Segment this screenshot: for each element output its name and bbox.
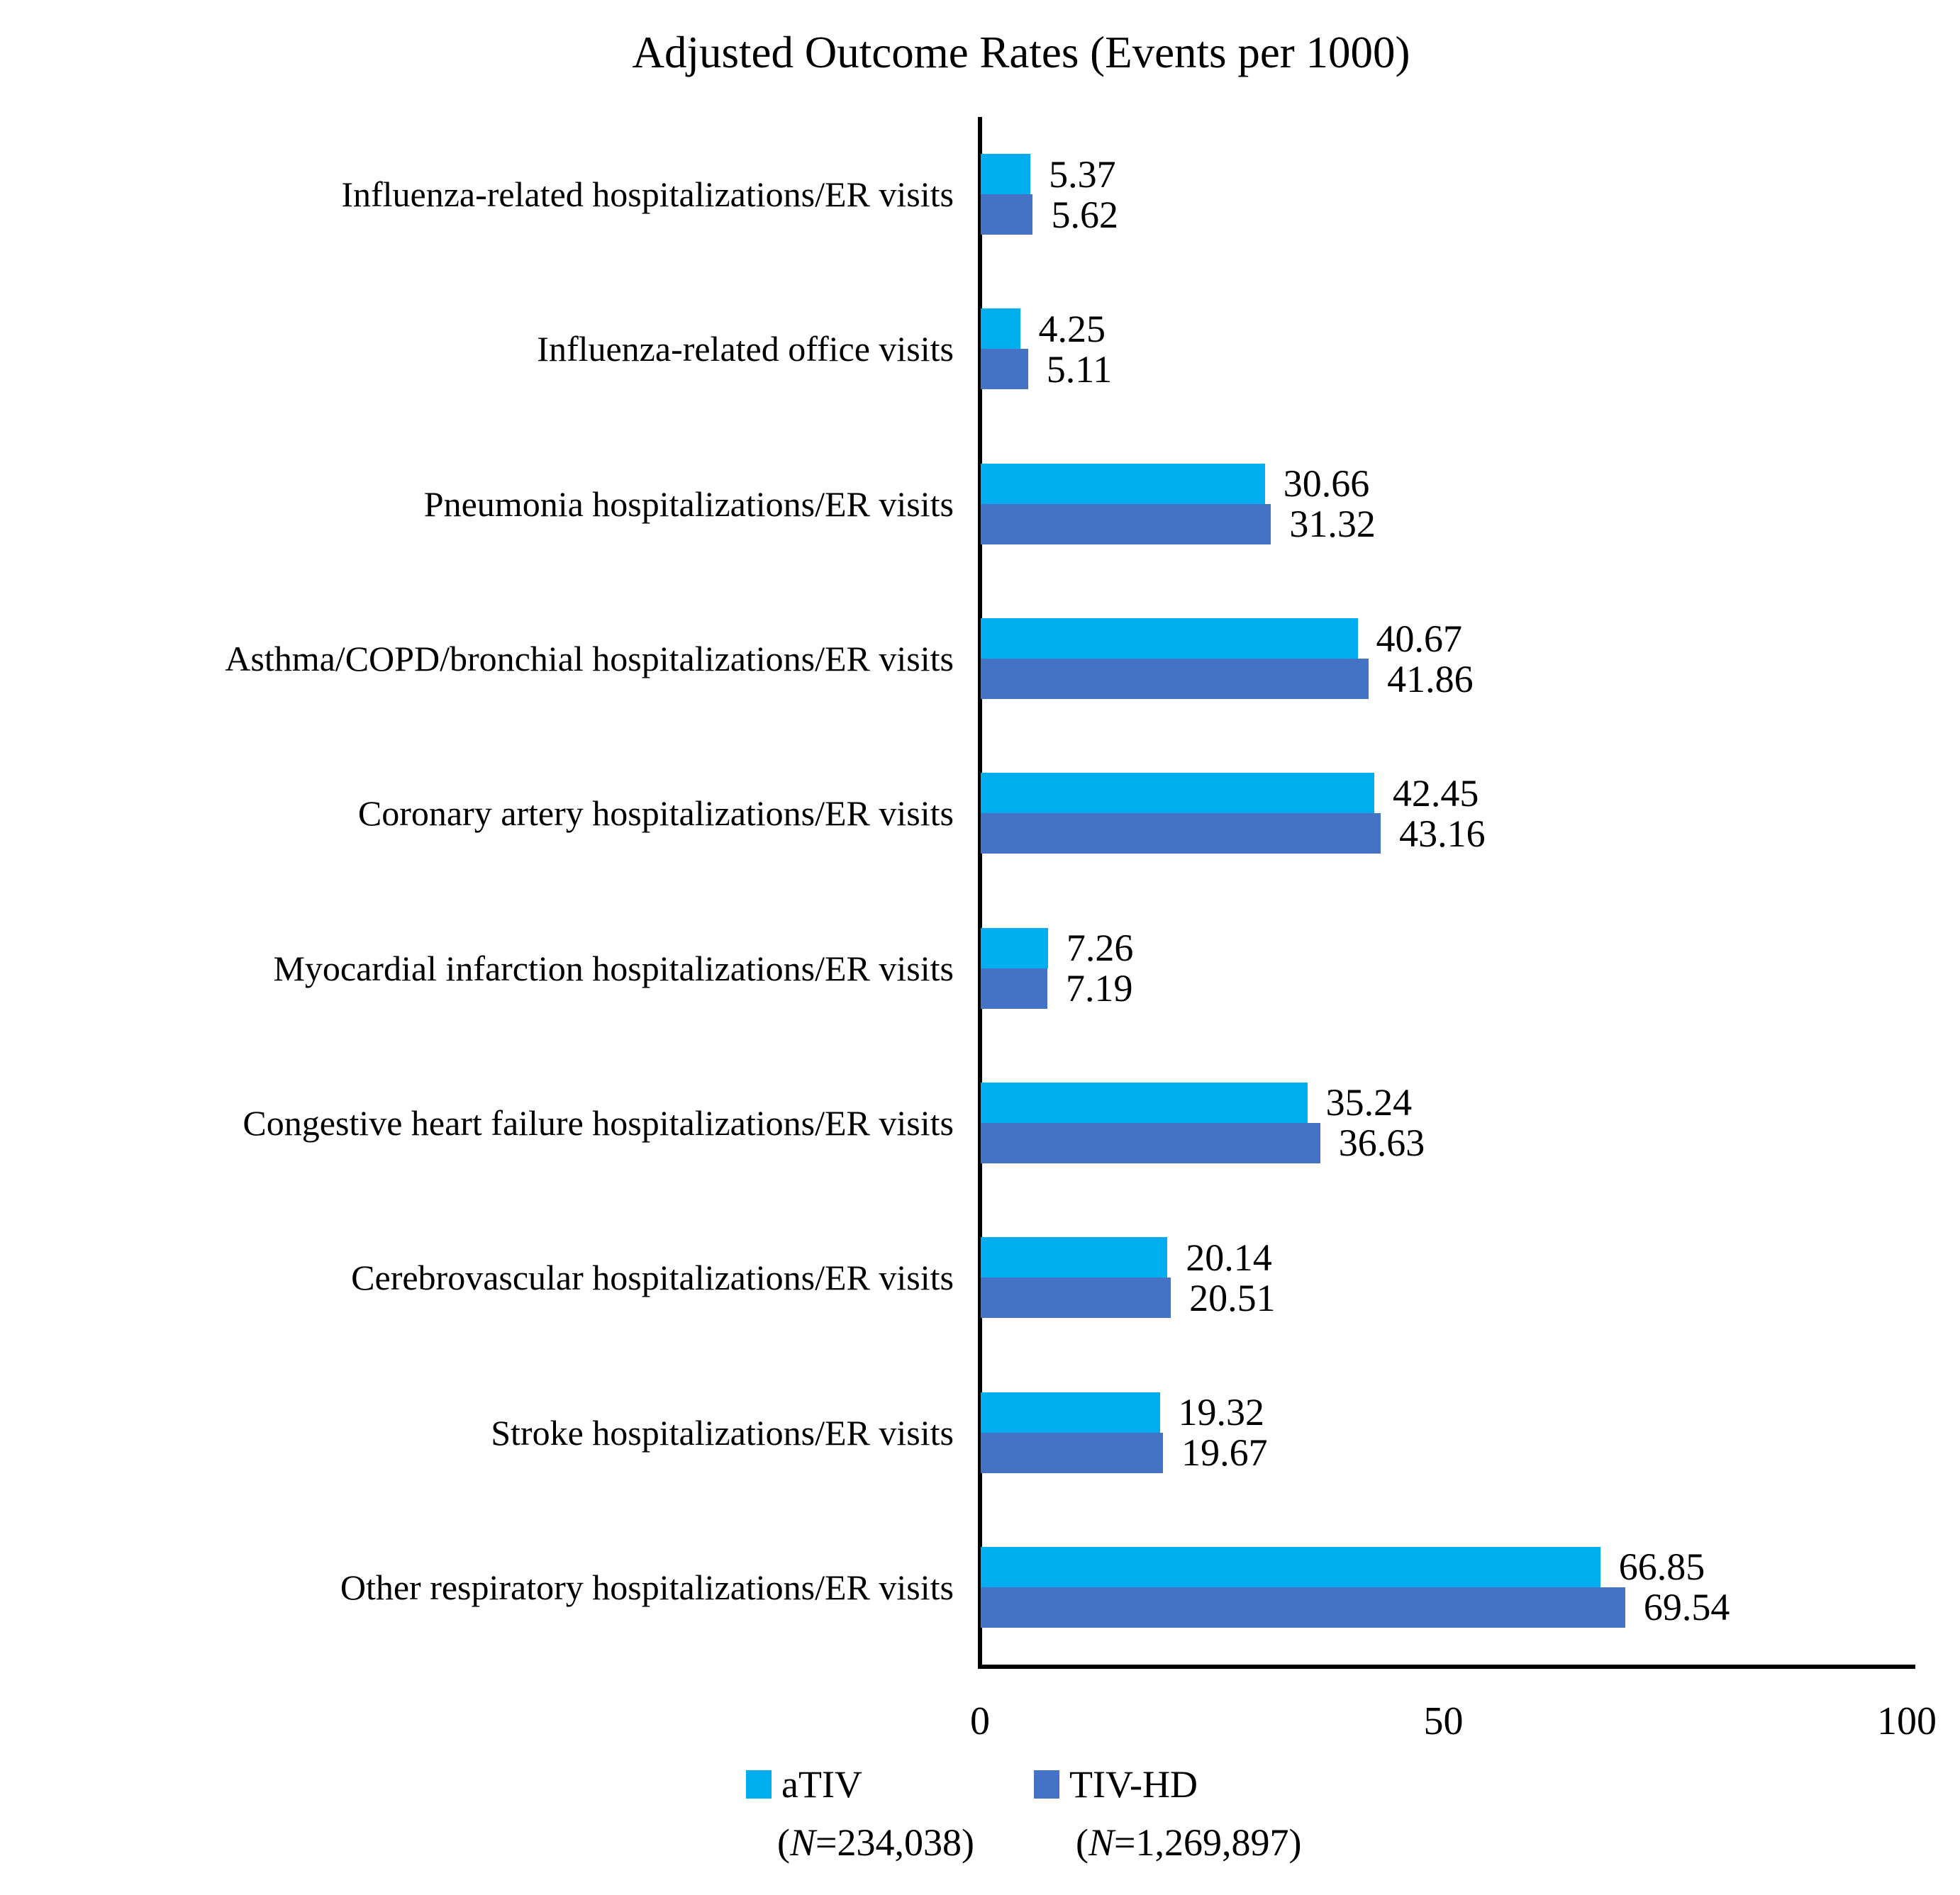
category-label: Asthma/COPD/bronchial hospitalizations/E… (225, 639, 954, 679)
legend-swatch-tivhd (1034, 1770, 1059, 1799)
category-row: Asthma/COPD/bronchial hospitalizations/E… (0, 581, 1960, 736)
bar-ativ: 30.66 (981, 462, 1369, 505)
value-label: 19.32 (1178, 1391, 1265, 1434)
value-label: 20.14 (1186, 1236, 1272, 1279)
value-label: 5.37 (1049, 152, 1116, 196)
category-row: Influenza-related hospitalizations/ER vi… (0, 117, 1960, 272)
bar-ativ: 20.14 (981, 1236, 1272, 1279)
x-tick-label: 100 (1877, 1699, 1937, 1743)
category-label: Influenza-related hospitalizations/ER vi… (341, 174, 954, 215)
value-label: 40.67 (1376, 617, 1463, 660)
category-label: Other respiratory hospitalizations/ER vi… (340, 1567, 954, 1607)
bar-group: 4.25 5.11 (981, 308, 1908, 391)
value-label: 4.25 (1038, 307, 1106, 350)
bar-tivhd: 5.11 (981, 348, 1112, 391)
legend-n-tivhd: (N=1,269,897) (1076, 1821, 1302, 1864)
bar-tivhd: 19.67 (981, 1431, 1268, 1474)
value-label: 5.11 (1046, 347, 1113, 391)
bar-group: 7.26 7.19 (981, 927, 1908, 1010)
value-label: 7.26 (1066, 927, 1134, 970)
bar-tivhd: 69.54 (981, 1586, 1730, 1628)
bar-ativ: 35.24 (981, 1081, 1412, 1124)
category-label: Cerebrovascular hospitalizations/ER visi… (351, 1258, 954, 1298)
bar-ativ: 40.67 (981, 617, 1462, 660)
category-row: Other respiratory hospitalizations/ER vi… (0, 1510, 1960, 1665)
category-label: Myocardial infarction hospitalizations/E… (273, 948, 954, 988)
bar-tivhd: 41.86 (981, 658, 1474, 700)
value-label: 31.32 (1289, 503, 1376, 546)
legend-n-ativ: (N=234,038) (777, 1821, 974, 1864)
value-label: 35.24 (1325, 1081, 1413, 1124)
bar-group: 19.32 19.67 (981, 1391, 1908, 1474)
x-axis-line (978, 1665, 1915, 1669)
bar-group: 42.45 43.16 (981, 772, 1908, 855)
bar-ativ: 7.26 (981, 927, 1133, 969)
bar-group: 30.66 31.32 (981, 462, 1908, 545)
value-label: 36.63 (1338, 1122, 1425, 1165)
value-label: 43.16 (1399, 812, 1486, 855)
value-label: 42.45 (1392, 771, 1479, 815)
chart-title: Adjusted Outcome Rates (Events per 1000) (632, 28, 1410, 77)
bar-group: 66.85 69.54 (981, 1545, 1908, 1628)
x-axis-ticks: 0 50 100 (0, 1699, 1960, 1748)
bar-group: 20.14 20.51 (981, 1236, 1908, 1319)
bar-tivhd: 43.16 (981, 812, 1486, 855)
category-row: Congestive heart failure hospitalization… (0, 1046, 1960, 1200)
category-label: Coronary artery hospitalizations/ER visi… (357, 793, 954, 834)
category-label: Stroke hospitalizations/ER visits (491, 1412, 954, 1453)
legend-label-ativ: aTIV (781, 1763, 862, 1806)
bar-ativ: 4.25 (981, 308, 1106, 350)
x-tick-label: 0 (970, 1699, 990, 1743)
value-label: 19.67 (1181, 1431, 1268, 1475)
bar-group: 5.37 5.62 (981, 153, 1908, 236)
category-row: Stroke hospitalizations/ER visits 19.32 19… (0, 1355, 1960, 1509)
bar-ativ: 19.32 (981, 1391, 1264, 1433)
bar-tivhd: 31.32 (981, 503, 1376, 545)
category-row: Pneumonia hospitalizations/ER visits 30.6… (0, 427, 1960, 581)
bar-group: 40.67 41.86 (981, 617, 1908, 700)
category-row: Myocardial infarction hospitalizations/E… (0, 890, 1960, 1045)
category-row: Influenza-related office visits 4.25 5.11 (0, 272, 1960, 426)
legend-item-ativ: aTIV (746, 1762, 862, 1806)
value-label: 5.62 (1051, 193, 1118, 236)
value-label: 20.51 (1189, 1276, 1276, 1319)
value-label: 30.66 (1283, 462, 1370, 505)
value-label: 41.86 (1387, 657, 1474, 700)
bar-tivhd: 20.51 (981, 1277, 1276, 1319)
legend-swatch-ativ (746, 1770, 772, 1799)
value-label: 69.54 (1643, 1586, 1730, 1629)
bar-tivhd: 36.63 (981, 1122, 1425, 1164)
plot-rows: Influenza-related hospitalizations/ER vi… (0, 117, 1960, 1665)
category-label: Influenza-related office visits (537, 329, 954, 369)
bar-tivhd: 5.62 (981, 194, 1118, 236)
category-label: Pneumonia hospitalizations/ER visits (423, 483, 954, 524)
bar-ativ: 5.37 (981, 153, 1116, 196)
x-tick-label: 50 (1423, 1699, 1464, 1743)
legend-item-tivhd: TIV-HD (1034, 1762, 1198, 1806)
category-row: Coronary artery hospitalizations/ER visi… (0, 736, 1960, 890)
bar-ativ: 66.85 (981, 1545, 1705, 1588)
bar-group: 35.24 36.63 (981, 1081, 1908, 1164)
value-label: 66.85 (1618, 1545, 1705, 1589)
value-label: 7.19 (1065, 967, 1133, 1010)
bar-ativ: 42.45 (981, 772, 1479, 815)
category-label: Congestive heart failure hospitalization… (243, 1102, 954, 1143)
legend-label-tivhd: TIV-HD (1069, 1763, 1198, 1806)
bar-tivhd: 7.19 (981, 967, 1132, 1010)
category-row: Cerebrovascular hospitalizations/ER visi… (0, 1200, 1960, 1355)
y-axis-line (978, 117, 982, 1669)
